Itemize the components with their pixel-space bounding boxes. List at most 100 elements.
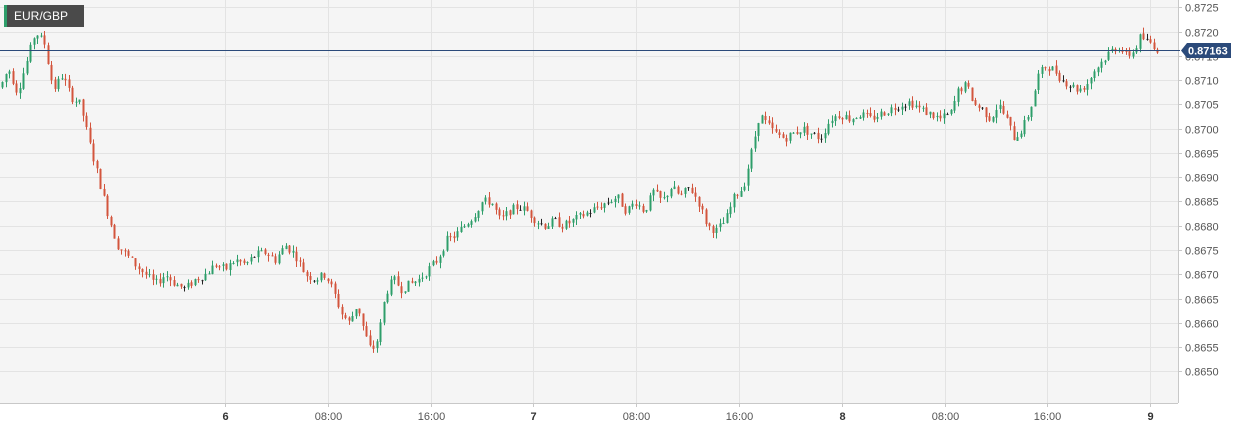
candle-body [586, 212, 589, 216]
candle-body [29, 44, 32, 62]
candle-body [264, 249, 267, 254]
candle-body [372, 345, 375, 349]
candle-body [838, 116, 841, 119]
candle-body [785, 138, 788, 142]
candle-body [376, 341, 379, 349]
candle-body [243, 260, 246, 263]
candle-body [932, 112, 935, 119]
candle-body [1156, 49, 1159, 53]
candle-body [771, 122, 774, 129]
candle-body [862, 112, 865, 118]
candle-body [883, 112, 886, 116]
candle-body [680, 193, 683, 195]
candle-body [159, 278, 162, 284]
y-tick-label: 0.8710 [1185, 76, 1219, 88]
candle-body [901, 106, 904, 110]
y-tick-label: 0.8705 [1185, 100, 1219, 112]
candle-body [183, 287, 186, 289]
candle-body [897, 109, 900, 111]
candle-body [47, 45, 50, 65]
candle-body [495, 203, 498, 210]
candle-body [848, 115, 851, 122]
candle-body [155, 278, 158, 280]
y-tick-label: 0.8695 [1185, 149, 1219, 161]
candle-body [593, 207, 596, 213]
candle-body [64, 78, 67, 81]
candle-body [145, 271, 148, 275]
candle-body [789, 132, 792, 141]
candle-body [691, 187, 694, 194]
candle-body [642, 205, 645, 212]
y-tick-label: 0.8655 [1185, 343, 1219, 355]
candle-body [19, 88, 22, 94]
candle-body [1142, 33, 1145, 40]
candle-body [439, 256, 442, 263]
candle-body [1086, 84, 1089, 90]
candle-body [442, 251, 445, 256]
candle-body [404, 291, 407, 293]
candle-body [974, 100, 977, 105]
candle-body [484, 197, 487, 202]
x-tick-label: 16:00 [726, 411, 754, 423]
candle-body [320, 272, 323, 281]
candle-body [435, 260, 438, 263]
y-tick-label: 0.8685 [1185, 197, 1219, 209]
y-tick-label: 0.8650 [1185, 367, 1219, 379]
candle-body [390, 279, 393, 295]
candle-body [1097, 67, 1100, 73]
candle-body [1, 82, 4, 88]
candle-body [71, 87, 74, 103]
candle-body [635, 204, 638, 207]
candle-body [169, 277, 172, 281]
candle-body [782, 134, 785, 138]
candle-body [379, 322, 382, 342]
candle-body [1065, 81, 1068, 87]
candle-body [551, 218, 554, 227]
candle-body [607, 202, 610, 204]
candle-body [859, 117, 862, 119]
x-tick-label: 6 [222, 411, 228, 423]
candle-body [1079, 88, 1082, 92]
candle-body [1034, 90, 1037, 107]
candle-body [547, 226, 550, 229]
x-tick-label: 16:00 [1034, 411, 1062, 423]
candle-body [260, 250, 263, 252]
candle-body [309, 276, 312, 280]
candle-body [950, 109, 953, 114]
candle-body [176, 284, 179, 287]
candle-body [1058, 72, 1061, 81]
candle-body [1132, 52, 1135, 57]
candle-body [631, 203, 634, 207]
candle-body [124, 250, 127, 252]
candle-body [61, 78, 64, 80]
candle-body [509, 210, 512, 216]
x-tick-label: 9 [1147, 411, 1153, 423]
candle-body [365, 326, 368, 337]
candle-body [799, 132, 802, 135]
candle-body [873, 115, 876, 120]
candle-body [190, 282, 193, 286]
candle-body [134, 258, 137, 267]
candle-body [281, 248, 284, 255]
candle-body [925, 107, 928, 116]
candle-body [26, 60, 29, 74]
candle-body [278, 254, 281, 264]
candle-body [1153, 42, 1156, 50]
candle-body [288, 245, 291, 253]
candle-body [754, 136, 757, 149]
candle-body [775, 128, 778, 132]
candle-body [491, 203, 494, 206]
candle-body [971, 87, 974, 101]
candle-body [505, 211, 508, 217]
candle-body [981, 107, 984, 109]
y-tick-label: 0.8725 [1185, 3, 1219, 15]
symbol-badge[interactable]: EUR/GBP [4, 5, 84, 27]
candle-body [684, 187, 687, 194]
candle-body [978, 105, 981, 108]
candle-body [225, 263, 228, 270]
candle-body [383, 301, 386, 323]
candle-body [544, 223, 547, 229]
candle-body [568, 220, 571, 224]
candle-body [166, 276, 169, 278]
candle-body [54, 79, 57, 89]
